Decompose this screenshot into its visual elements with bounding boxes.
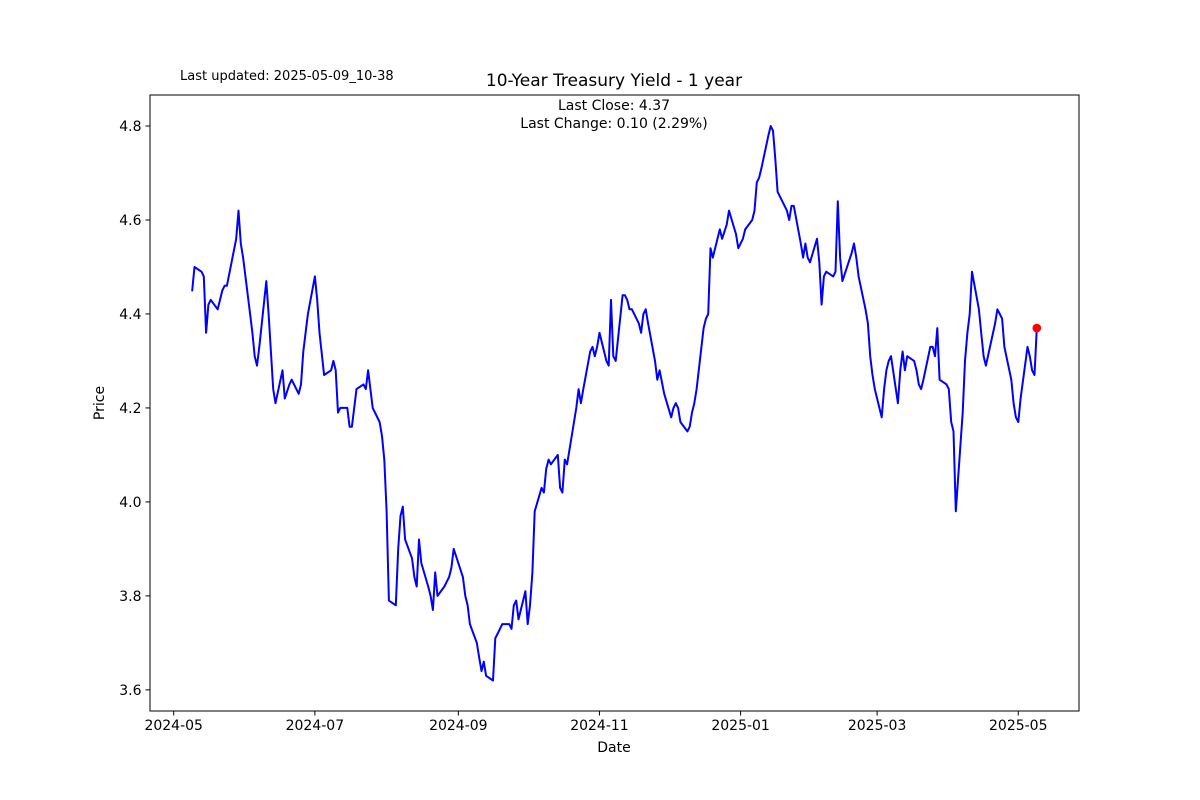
- chart-title: 10-Year Treasury Yield - 1 year: [486, 71, 742, 91]
- y-tick-label: 3.6: [119, 683, 141, 699]
- y-tick-label: 4.0: [119, 495, 141, 511]
- x-tick-label: 2025-03: [848, 718, 907, 734]
- x-tick-label: 2024-11: [570, 718, 629, 734]
- x-tick-label: 2024-05: [144, 718, 203, 734]
- y-tick-label: 3.8: [119, 589, 141, 605]
- last-updated-text: Last updated: 2025-05-09_10-38: [180, 69, 394, 84]
- last-point-marker: [1032, 323, 1042, 333]
- x-axis-label: Date: [597, 740, 630, 756]
- x-tick-label: 2025-05: [989, 718, 1048, 734]
- plot-area: [149, 94, 1080, 712]
- x-tick-label: 2025-01: [711, 718, 770, 734]
- x-tick-label: 2024-09: [429, 718, 488, 734]
- y-axis-label: Price: [92, 386, 108, 420]
- x-axis-ticks: 2024-05 2024-07 2024-09 2024-11 2025-01 2025-…: [144, 711, 1048, 734]
- y-tick-label: 4.2: [119, 401, 141, 417]
- subtitle-last-change: Last Change: 0.10 (2.29%): [520, 116, 707, 132]
- y-tick-label: 4.8: [119, 119, 141, 135]
- x-tick-label: 2024-07: [286, 718, 345, 734]
- price-line: [191, 125, 1038, 682]
- subtitle-last-close: Last Close: 4.37: [558, 98, 670, 114]
- y-tick-label: 4.6: [119, 213, 141, 229]
- y-axis-ticks: 3.6 3.8 4.0 4.2 4.4 4.6 4.8: [119, 119, 150, 699]
- y-tick-label: 4.4: [119, 307, 141, 323]
